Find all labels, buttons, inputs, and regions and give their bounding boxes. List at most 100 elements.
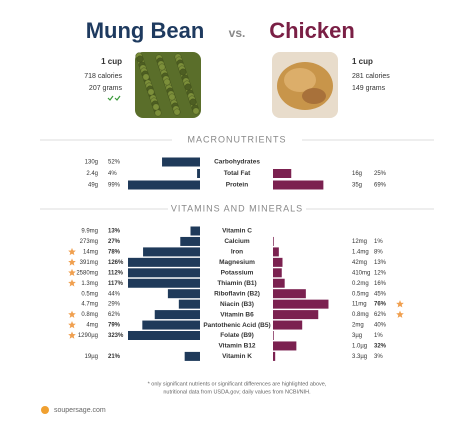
bean (184, 83, 192, 91)
nutrient-label: Thiamin (B1) (217, 280, 256, 287)
percent: 16% (374, 281, 387, 287)
nutrient-label: Carbohydrates (214, 159, 260, 166)
percent: 76% (374, 302, 387, 308)
bar (142, 320, 200, 330)
bar (167, 289, 200, 299)
star (68, 331, 76, 339)
bar (273, 289, 306, 299)
bean (179, 68, 187, 76)
bar (273, 268, 282, 278)
percent: 25% (374, 171, 387, 177)
bar (273, 320, 303, 330)
percent: 78% (108, 249, 121, 255)
left-title: Mung Bean (86, 18, 205, 43)
bar (273, 236, 274, 246)
bean (168, 93, 176, 101)
bean (158, 63, 166, 71)
bar (178, 299, 200, 309)
percent: 12% (374, 270, 387, 276)
bean (173, 108, 181, 116)
bean (152, 103, 160, 111)
logo (41, 406, 49, 414)
amount: 1290µg (78, 333, 98, 339)
amount: 4.7mg (81, 302, 98, 308)
vs: vs. (229, 26, 246, 40)
bean (147, 88, 155, 96)
bean (192, 107, 200, 115)
bean (189, 98, 197, 106)
percent: 112% (108, 270, 124, 276)
section-title: MACRONUTRIENTS (188, 134, 287, 144)
amount: 3µg (352, 333, 362, 339)
amount: 1.4mg (352, 249, 369, 255)
star (68, 279, 76, 287)
percent: 62% (108, 312, 121, 318)
site: soupersage.com (54, 407, 106, 414)
percent: 13% (374, 260, 387, 266)
amount: 273mg (80, 239, 98, 245)
amount: 0.8mg (352, 312, 369, 318)
amount: 4mg (86, 323, 98, 329)
percent: 52% (108, 160, 121, 166)
left-serving: 1 cup (101, 57, 122, 66)
bar (184, 351, 200, 361)
chicken-image (272, 52, 338, 118)
nutrient-label: Magnesium (219, 259, 255, 266)
nutrient-label: Riboflavin (B2) (214, 290, 260, 297)
percent: 323% (108, 333, 124, 339)
check-icons (107, 95, 121, 101)
amount: 42mg (352, 260, 367, 266)
left-calories: 718 calories (84, 73, 122, 80)
amount: 49g (88, 183, 98, 189)
nutrient-label: Vitamin B12 (218, 343, 255, 350)
amount: 12mg (352, 239, 367, 245)
mung-bean-image (135, 52, 201, 118)
percent: 8% (374, 249, 383, 255)
bar (143, 247, 200, 257)
bar (128, 268, 200, 278)
amount: 2580mg (76, 270, 98, 276)
bar (273, 247, 279, 257)
bar (273, 299, 329, 309)
star (68, 310, 76, 318)
bar (273, 341, 297, 351)
footnote: nutritional data from USDA.gov; daily va… (163, 389, 311, 395)
right-title: Chicken (269, 18, 355, 43)
bar (197, 169, 200, 178)
percent: 21% (108, 354, 121, 360)
amount: 2.4g (86, 171, 98, 177)
amount: 1.3mg (81, 281, 98, 287)
left-grams: 207 grams (89, 85, 123, 92)
bar (273, 351, 276, 361)
percent: 79% (108, 323, 121, 329)
star (68, 268, 76, 277)
bar (273, 278, 285, 288)
nutrient-label: Pantothenic Acid (B5) (203, 322, 270, 329)
amount: 19µg (85, 354, 98, 360)
amount: 3.3µg (352, 354, 367, 360)
percent: 3% (374, 354, 383, 360)
right-calories: 281 calories (352, 73, 390, 80)
percent: 13% (108, 229, 121, 235)
percent: 40% (374, 323, 387, 329)
percent: 117% (108, 281, 124, 287)
percent: 4% (108, 171, 117, 177)
star (396, 310, 404, 318)
bar (128, 331, 200, 340)
amount: 14mg (83, 249, 98, 255)
nutrient-label: Potassium (221, 270, 254, 277)
nutrient-label: Total Fat (224, 170, 251, 177)
star (68, 258, 76, 266)
amount: 0.5mg (81, 291, 98, 297)
star (68, 321, 76, 329)
amount: 1.0µg (352, 344, 367, 350)
bar (128, 257, 200, 267)
footnote: * only significant nutrients or signific… (148, 381, 327, 387)
percent: 44% (108, 291, 121, 297)
star (396, 300, 404, 308)
percent: 45% (374, 291, 387, 297)
bar (190, 226, 200, 236)
amount: 0.5mg (352, 291, 369, 297)
section-title: VITAMINS AND MINERALS (171, 203, 303, 213)
